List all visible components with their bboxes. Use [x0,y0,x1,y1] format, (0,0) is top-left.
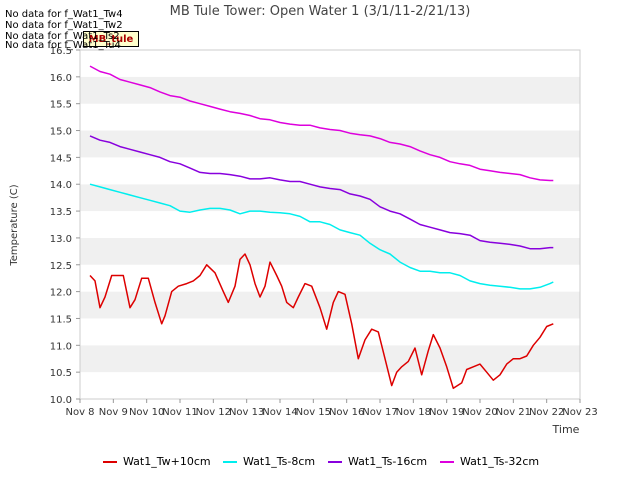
x-tick-label: Nov 22 [529,407,564,418]
grid-band [80,50,580,77]
x-tick-label: Nov 11 [162,407,197,418]
y-axis-ticks: 10.0 10.5 11.0 11.5 12.0 12.5 13.0 13.5 14.0 14.5… [50,46,80,406]
y-tick-label: 11.0 [50,341,72,352]
legend-item: Wat1_Ts-16cm [328,455,427,468]
x-tick-label: Nov 16 [329,407,364,418]
grid-band [80,157,580,185]
x-tick-label: Nov 18 [396,407,431,418]
grid-band [80,345,580,373]
x-tick-label: Nov 10 [129,407,164,418]
legend-item: Wat1_Tw+10cm [103,455,211,468]
nodata-message: No data for f_Wat1_Tu4 [5,40,121,51]
x-tick-label: Nov 17 [362,407,397,418]
grid-band [80,130,580,158]
y-tick-label: 15.5 [50,100,72,111]
background-bands [80,50,580,399]
series-line-wat1-tw-10cm [89,253,554,390]
x-tick-label: Nov 13 [229,407,264,418]
legend-label: Wat1_Ts-32cm [460,455,540,468]
x-tick-label: Nov 8 [65,407,94,418]
nodata-message: No data for f_Wat1_Ts2 [5,31,120,42]
x-tick-label: Nov 21 [496,407,531,418]
legend-swatch [103,461,117,463]
legend-swatch [440,461,454,463]
series-line-wat1-ts-16cm [89,135,554,250]
x-axis-label: Time [552,423,580,436]
x-tick-label: Nov 9 [99,407,128,418]
x-tick-label: Nov 14 [262,407,297,418]
y-tick-label: 11.5 [50,314,72,325]
y-tick-label: 14.0 [50,180,72,191]
grid-band [80,237,580,265]
y-tick-label: 10.0 [50,395,72,406]
legend-label: Wat1_Tw+10cm [123,455,211,468]
grid-band [80,103,580,131]
legend-label: Wat1_Ts-16cm [348,455,428,468]
grid-band [80,372,580,399]
y-tick-label: 12.0 [50,288,72,299]
y-tick-label: 10.5 [50,368,72,379]
grid-band [80,264,580,292]
legend-swatch [223,461,237,463]
chart-title: MB Tule Tower: Open Water 1 (3/1/11-2/21… [170,4,471,19]
legend-swatch [328,461,342,463]
legend-label: Wat1_Ts-8cm [243,455,316,468]
series-line-wat1-ts-32cm [89,65,554,182]
y-tick-label: 13.0 [50,234,72,245]
y-tick-label: 15.0 [50,127,72,138]
plot-area [79,49,581,400]
legend-item: Wat1_Ts-8cm [223,455,315,468]
nodata-message: No data for f_Wat1_Tw4 [5,9,123,20]
mb-tule-label: MB_tule [83,31,139,47]
x-tick-label: Nov 19 [429,407,464,418]
y-tick-label: 14.5 [50,153,72,164]
y-tick-label: 16.5 [50,46,72,57]
x-tick-label: Nov 23 [562,407,597,418]
y-tick-label: 12.5 [50,261,72,272]
y-tick-label: 16.0 [50,73,72,84]
x-tick-label: Nov 15 [296,407,331,418]
grid-band [80,318,580,346]
series-lines [89,65,554,390]
grid-band [80,76,580,104]
nodata-message: No data for f_Wat1_Tw2 [5,20,123,31]
x-tick-label: Nov 12 [196,407,231,418]
legend-item: Wat1_Ts-32cm [440,455,539,468]
x-tick-label: Nov 20 [462,407,497,418]
y-tick-label: 13.5 [50,207,72,218]
y-axis-label: Temperature (C) [9,184,20,266]
series-line-wat1-ts-8cm [89,183,554,290]
